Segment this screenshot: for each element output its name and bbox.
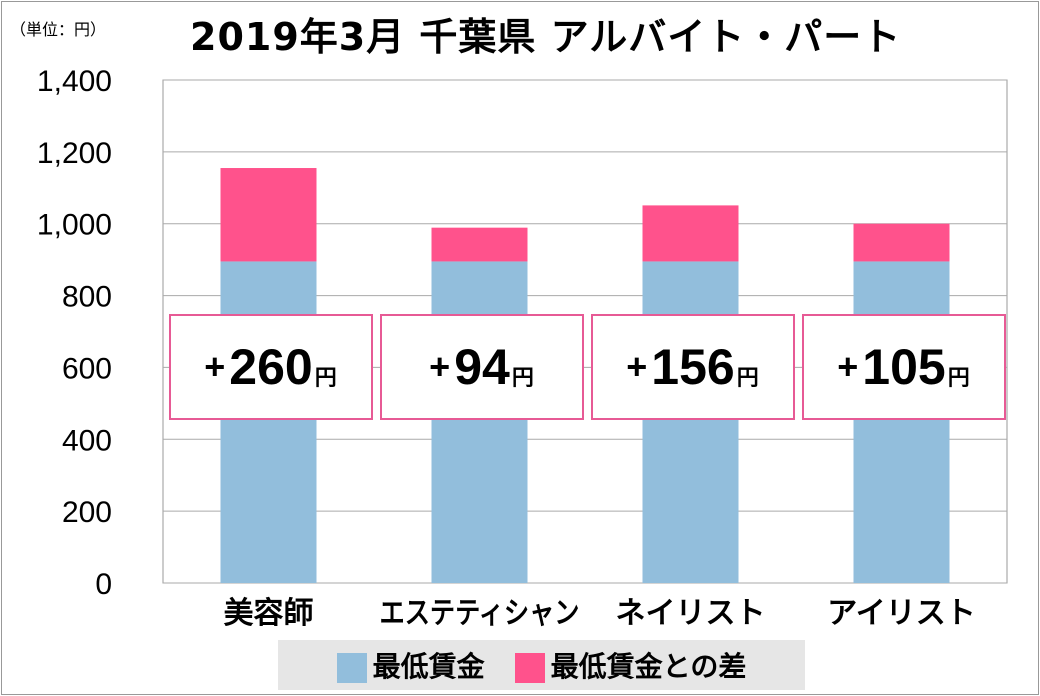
bar-min-wage [642, 261, 739, 583]
category-label: アイリスト [827, 596, 976, 631]
legend-swatch [514, 653, 545, 683]
difference-label: +94 円 [379, 314, 584, 420]
y-tick-label: 1,400 [37, 65, 112, 98]
difference-value: 156 [651, 339, 735, 395]
y-tick-label: 1,200 [37, 137, 112, 170]
legend-label: 最低賃金 [372, 650, 485, 683]
y-tick-label: 1,000 [37, 209, 112, 242]
bar-min-wage [431, 261, 528, 583]
difference-label: +156 円 [590, 314, 795, 420]
y-tick-label: 0 [95, 568, 112, 601]
bar-min-wage [220, 261, 317, 583]
unit-label: （単位：円） [10, 20, 107, 39]
difference-value: 260 [229, 339, 313, 395]
difference-value: 94 [454, 339, 510, 395]
difference-value: 105 [862, 339, 946, 395]
legend: 最低賃金 最低賃金との差 [278, 640, 805, 690]
legend-item-difference: 最低賃金との差 [514, 645, 747, 685]
legend-label: 最低賃金との差 [550, 650, 747, 683]
y-tick-label: 800 [62, 281, 112, 314]
yen-unit: 円 [947, 365, 970, 390]
bar-difference [220, 168, 317, 262]
y-tick-label: 200 [62, 496, 112, 529]
bar-difference [431, 227, 528, 262]
sign: + [429, 346, 451, 387]
difference-label: +105 円 [801, 314, 1006, 420]
bar-difference [642, 205, 739, 262]
chart-title: 2019年3月 千葉県 アルバイト・パート [190, 15, 902, 59]
sign: + [837, 346, 859, 387]
category-label: エステティシャン [380, 596, 580, 631]
sign: + [626, 346, 648, 387]
legend-item-min-wage: 最低賃金 [336, 645, 485, 685]
legend-swatch [336, 653, 367, 683]
category-label: 美容師 [224, 596, 314, 631]
sign: + [204, 346, 226, 387]
yen-unit: 円 [314, 365, 337, 390]
y-tick-label: 600 [62, 352, 112, 385]
yen-unit: 円 [736, 365, 759, 390]
bar-difference [853, 223, 950, 262]
y-tick-label: 400 [62, 424, 112, 457]
yen-unit: 円 [511, 365, 534, 390]
difference-label: +260 円 [168, 314, 373, 420]
category-label: ネイリスト [616, 596, 766, 631]
bar-min-wage [853, 261, 950, 583]
